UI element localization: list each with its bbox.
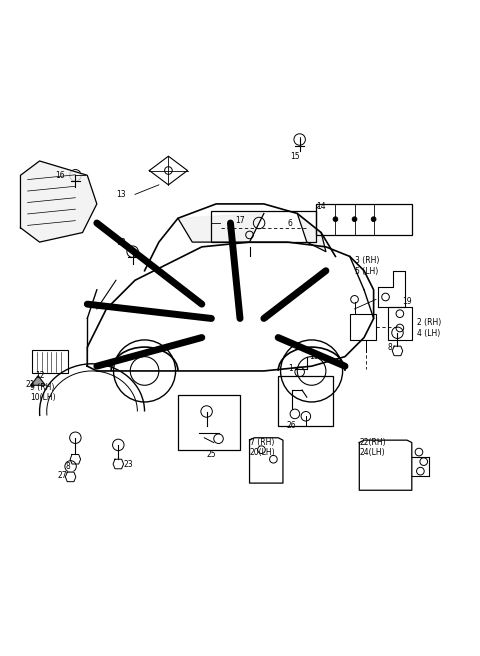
Circle shape	[352, 216, 357, 222]
Text: 26: 26	[287, 421, 296, 430]
Text: 15: 15	[290, 152, 300, 161]
Circle shape	[333, 216, 338, 222]
Text: 8: 8	[388, 342, 393, 352]
Bar	[211, 211, 316, 242]
Text: 8: 8	[66, 462, 71, 471]
Text: 23: 23	[123, 459, 132, 468]
Polygon shape	[70, 455, 81, 464]
Bar	[350, 314, 376, 340]
Text: 14: 14	[316, 202, 326, 211]
Text: 7 (RH)
20(LH): 7 (RH) 20(LH)	[250, 438, 275, 457]
Bar	[316, 204, 412, 235]
Text: 12: 12	[35, 371, 44, 380]
Text: 27: 27	[58, 472, 67, 480]
Text: 2 (RH)
4 (LH): 2 (RH) 4 (LH)	[417, 318, 441, 338]
Text: 19: 19	[309, 352, 319, 361]
Polygon shape	[113, 459, 123, 469]
Bar	[388, 306, 412, 340]
Text: 16: 16	[55, 171, 64, 180]
Polygon shape	[21, 161, 97, 242]
Text: 19: 19	[402, 297, 412, 306]
Polygon shape	[178, 213, 264, 242]
Bar	[178, 395, 240, 450]
Circle shape	[371, 216, 376, 222]
Polygon shape	[65, 472, 76, 482]
Polygon shape	[392, 346, 403, 356]
Text: 9 (RH)
10(LH): 9 (RH) 10(LH)	[30, 382, 56, 402]
Text: 6: 6	[288, 218, 293, 228]
Text: 1: 1	[288, 364, 292, 373]
Polygon shape	[297, 213, 326, 252]
Text: 18: 18	[116, 237, 125, 247]
Text: 22(RH)
24(LH): 22(RH) 24(LH)	[360, 438, 386, 457]
Text: 17: 17	[235, 216, 245, 225]
Polygon shape	[31, 376, 45, 385]
Bar	[33, 350, 68, 373]
Text: 13: 13	[116, 190, 126, 199]
Text: 3 (RH)
5 (LH): 3 (RH) 5 (LH)	[355, 256, 379, 276]
Bar	[278, 376, 333, 426]
Text: 21: 21	[25, 380, 35, 389]
Text: 25: 25	[206, 450, 216, 459]
